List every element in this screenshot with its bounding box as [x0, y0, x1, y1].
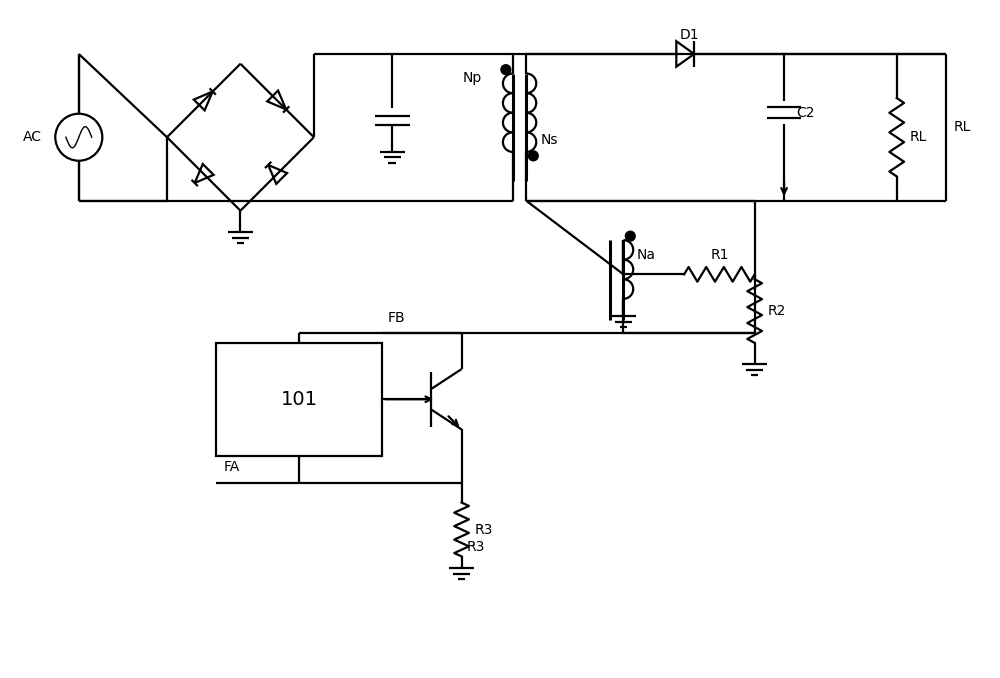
- Circle shape: [528, 151, 538, 161]
- Polygon shape: [676, 41, 694, 66]
- Text: R1: R1: [710, 247, 729, 262]
- Text: AC: AC: [23, 130, 42, 144]
- Text: RL: RL: [909, 130, 927, 144]
- Polygon shape: [268, 165, 287, 184]
- Text: R2: R2: [767, 304, 786, 318]
- Text: FA: FA: [224, 460, 240, 474]
- Text: D1: D1: [679, 28, 699, 42]
- Text: R3: R3: [474, 523, 493, 536]
- Text: R3: R3: [467, 540, 485, 554]
- Text: Ns: Ns: [540, 133, 558, 147]
- Polygon shape: [195, 164, 214, 183]
- Polygon shape: [267, 91, 286, 109]
- Circle shape: [501, 64, 511, 75]
- Bar: [216, 343, 382, 456]
- Circle shape: [625, 231, 635, 241]
- Text: Na: Na: [636, 247, 655, 262]
- Text: C2: C2: [796, 106, 814, 120]
- Text: RL: RL: [954, 121, 971, 134]
- Polygon shape: [194, 92, 213, 111]
- Text: 101: 101: [281, 390, 318, 409]
- Text: FB: FB: [387, 311, 405, 325]
- Text: Np: Np: [462, 71, 481, 85]
